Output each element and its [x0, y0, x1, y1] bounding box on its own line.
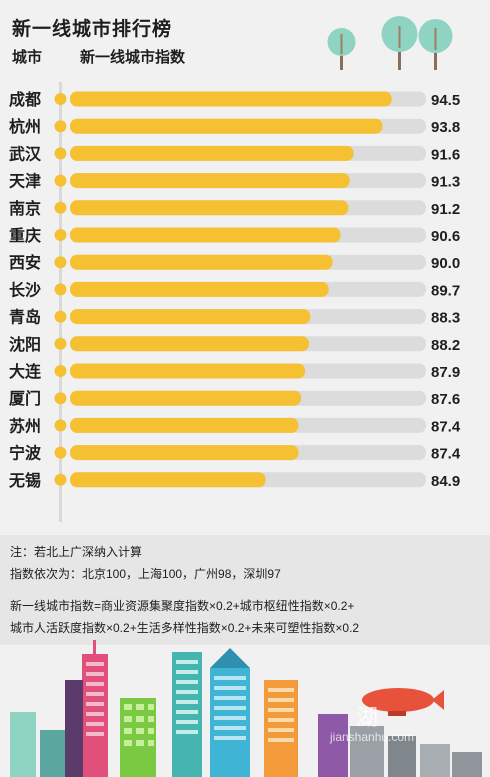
- category-label: 苏州: [9, 416, 41, 435]
- timeline-dot: [54, 201, 67, 214]
- formula-line-1: 新一线城市指数=商业资源集聚度指数×0.2+城市枢纽性指数×0.2+: [10, 599, 355, 613]
- data-label: 87.6: [431, 391, 460, 408]
- city-column-label: 城市: [12, 48, 43, 66]
- bar: [70, 254, 333, 270]
- category-label: 无锡: [8, 471, 41, 490]
- timeline-dot: [54, 93, 67, 105]
- bar: [70, 227, 341, 243]
- bar: [70, 472, 266, 488]
- bar: [70, 336, 310, 352]
- tree-icon: [381, 16, 418, 70]
- timeline-dot: [54, 229, 67, 241]
- bar: [70, 200, 349, 216]
- timeline-dot: [54, 392, 67, 405]
- data-label: 93.8: [431, 119, 460, 136]
- timeline-dot: [54, 256, 67, 269]
- category-label: 长沙: [9, 280, 41, 299]
- bar: [70, 281, 329, 297]
- bar: [70, 173, 350, 189]
- timeline-dot: [54, 337, 67, 350]
- timeline-dot: [54, 283, 67, 296]
- notes-box: 注：若北上广深纳入计算 指数依次为：北京100，上海100，广州98，深圳97 …: [0, 535, 490, 645]
- timeline-dot: [54, 446, 67, 459]
- timeline-dot: [54, 147, 67, 160]
- bar: [70, 91, 392, 107]
- note-line-1: 注：若北上广深纳入计算: [10, 545, 143, 559]
- timeline-dot: [54, 419, 67, 432]
- data-label: 90.0: [431, 255, 460, 272]
- timeline-dot: [54, 473, 67, 486]
- timeline-line: [59, 82, 62, 522]
- page-title: 新一线城市排行榜: [12, 18, 173, 40]
- bar: [70, 417, 299, 433]
- data-label: 91.3: [431, 174, 460, 191]
- category-label: 西安: [9, 253, 41, 272]
- data-label: 89.7: [431, 282, 460, 299]
- timeline-dot: [54, 365, 67, 377]
- timeline-dot: [54, 174, 67, 187]
- category-label: 宁波: [9, 444, 42, 463]
- watermark-logo: 湖: [356, 705, 379, 730]
- watermark-url: jianshanhu.com: [330, 730, 415, 744]
- bar-chart: 成都 94.5 杭州 93.8 武汉 91.6 天津 91.3 南京 91.2 重庆 90.6 西安 90…: [8, 90, 461, 490]
- data-label: 87.4: [431, 418, 461, 435]
- trees-decoration: [327, 16, 453, 70]
- timeline-dot: [54, 120, 67, 133]
- data-label: 87.9: [431, 364, 460, 381]
- balloon-icon: [362, 688, 444, 716]
- formula-line-2: 城市人活跃度指数×0.2+生活多样性指数×0.2+未来可塑性指数×0.2: [10, 621, 360, 635]
- data-label: 87.4: [431, 446, 461, 463]
- bar: [70, 363, 306, 379]
- category-label: 南京: [9, 199, 41, 218]
- data-label: 88.3: [431, 310, 460, 327]
- category-label: 大连: [9, 362, 42, 381]
- category-label: 杭州: [9, 117, 41, 136]
- skyline-illustration: [10, 640, 482, 777]
- data-label: 90.6: [431, 228, 460, 245]
- tree-icon: [327, 28, 356, 70]
- data-label: 88.2: [431, 337, 460, 354]
- bar: [70, 309, 311, 325]
- category-label: 青岛: [9, 308, 41, 327]
- bar: [70, 145, 354, 161]
- bar: [70, 118, 383, 134]
- category-label: 沈阳: [9, 335, 41, 354]
- note-line-2: 指数依次为：北京100，上海100，广州98，深圳97: [10, 567, 281, 581]
- bar: [70, 445, 299, 461]
- category-label: 天津: [9, 172, 41, 191]
- bar: [70, 390, 302, 406]
- timeline-dot: [54, 310, 67, 323]
- category-label: 重庆: [9, 226, 41, 245]
- tree-icon: [418, 19, 453, 70]
- index-column-label: 新一线城市指数: [80, 48, 186, 66]
- category-label: 厦门: [9, 389, 41, 408]
- data-label: 84.9: [431, 473, 460, 490]
- category-label: 成都: [9, 90, 41, 109]
- data-label: 94.5: [431, 92, 460, 109]
- category-label: 武汉: [9, 144, 42, 163]
- data-label: 91.2: [431, 201, 460, 218]
- data-label: 91.6: [431, 146, 460, 163]
